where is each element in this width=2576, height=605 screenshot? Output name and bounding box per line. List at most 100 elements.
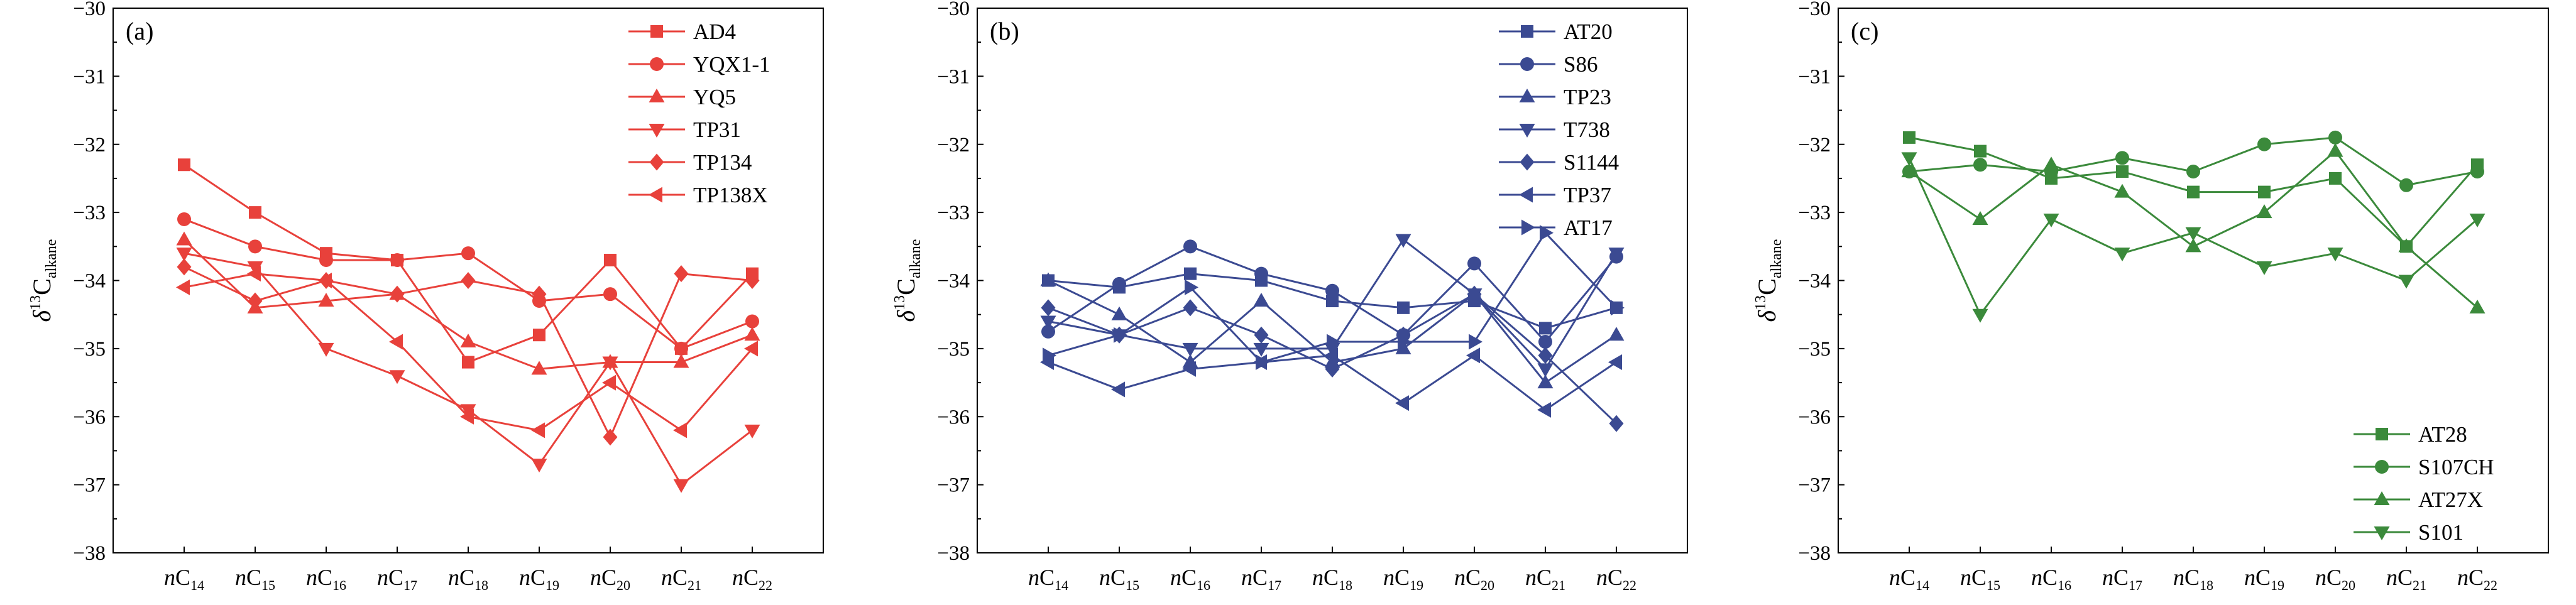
data-point bbox=[1254, 326, 1269, 344]
y-tick-label: −38 bbox=[1798, 542, 1831, 565]
y-tick-label: −34 bbox=[937, 270, 970, 293]
x-tick-label: nC21 bbox=[2386, 565, 2426, 593]
data-point bbox=[1972, 308, 1988, 323]
legend-marker bbox=[2376, 428, 2388, 440]
legend-marker bbox=[1519, 124, 1535, 138]
data-point bbox=[2470, 165, 2484, 179]
y-tick-label: −30 bbox=[73, 0, 106, 20]
x-tick-label: nC17 bbox=[2102, 565, 2142, 593]
y-tick-label: −30 bbox=[937, 0, 970, 20]
legend-marker bbox=[1520, 57, 1534, 71]
data-point bbox=[745, 272, 760, 289]
data-point bbox=[2257, 137, 2271, 151]
data-point bbox=[602, 374, 616, 391]
legend-label: S101 bbox=[2418, 520, 2464, 545]
data-point bbox=[176, 231, 192, 246]
data-point bbox=[744, 327, 760, 341]
y-tick-label: −38 bbox=[73, 542, 106, 565]
data-point bbox=[1183, 239, 1197, 254]
legend-marker bbox=[1521, 25, 1533, 38]
data-point bbox=[2185, 238, 2201, 253]
data-point bbox=[318, 342, 334, 357]
data-point bbox=[176, 248, 192, 262]
data-point bbox=[1185, 279, 1198, 295]
legend-label: S107CH bbox=[2418, 455, 2494, 479]
data-point bbox=[1182, 361, 1196, 377]
data-point bbox=[1111, 381, 1125, 398]
legend-label: YQ5 bbox=[693, 85, 736, 109]
data-point bbox=[1040, 272, 1056, 286]
x-tick-label: nC15 bbox=[1099, 565, 1139, 593]
legend-label: AT17 bbox=[1564, 215, 1613, 240]
data-point bbox=[247, 266, 261, 282]
data-point bbox=[1539, 322, 1552, 335]
y-tick-label: −35 bbox=[73, 338, 106, 361]
y-tick-label: −37 bbox=[73, 474, 106, 497]
data-point bbox=[247, 261, 263, 275]
data-point bbox=[461, 246, 475, 261]
data-point bbox=[1112, 276, 1126, 291]
data-point bbox=[1611, 300, 1625, 316]
y-tick-label: −31 bbox=[73, 65, 106, 88]
data-point bbox=[318, 273, 332, 288]
panel-label: (b) bbox=[990, 17, 1019, 45]
data-point bbox=[1256, 354, 1269, 371]
data-point bbox=[460, 334, 476, 348]
data-point bbox=[1041, 299, 1056, 317]
y-tick-label: −36 bbox=[937, 406, 970, 428]
legend-label: S86 bbox=[1564, 52, 1598, 77]
data-point bbox=[460, 404, 476, 418]
data-point bbox=[1324, 347, 1338, 364]
data-point bbox=[1182, 342, 1198, 357]
y-tick-label: −31 bbox=[1798, 65, 1831, 88]
panel-label: (a) bbox=[126, 17, 153, 45]
data-point bbox=[673, 479, 689, 493]
y-tick-label: −32 bbox=[937, 134, 970, 156]
x-tick-label: nC15 bbox=[235, 565, 275, 593]
data-point bbox=[673, 354, 689, 368]
y-tick-label: −30 bbox=[1798, 0, 1831, 20]
data-point bbox=[2115, 151, 2129, 165]
data-point bbox=[1901, 163, 1917, 178]
y-tick-label: −33 bbox=[1798, 202, 1831, 224]
data-point bbox=[1540, 225, 1554, 241]
y-tick-label: −37 bbox=[1798, 474, 1831, 497]
data-point bbox=[1040, 315, 1056, 330]
data-point bbox=[1973, 158, 1987, 172]
data-point bbox=[177, 258, 192, 276]
data-point bbox=[2398, 238, 2414, 253]
data-point bbox=[1469, 334, 1483, 350]
data-point bbox=[1395, 234, 1411, 248]
data-point bbox=[531, 422, 545, 439]
x-tick-label: nC15 bbox=[1960, 565, 2000, 593]
data-point bbox=[531, 459, 547, 473]
legend-marker bbox=[649, 124, 665, 138]
data-point bbox=[1466, 347, 1480, 364]
legend-label: TP134 bbox=[693, 150, 752, 175]
legend-marker bbox=[649, 153, 664, 171]
data-point bbox=[2187, 185, 2200, 199]
x-tick-label: nC21 bbox=[1525, 565, 1565, 593]
data-point bbox=[1467, 285, 1482, 303]
x-tick-label: nC18 bbox=[2173, 565, 2213, 593]
x-tick-label: nC19 bbox=[1383, 565, 1423, 593]
legend-label: S1144 bbox=[1564, 150, 1619, 175]
data-point bbox=[2327, 143, 2343, 157]
y-tick-label: −35 bbox=[937, 338, 970, 361]
data-point bbox=[1325, 283, 1339, 298]
data-point bbox=[177, 212, 191, 226]
legend-label: T738 bbox=[1564, 117, 1610, 142]
x-tick-label: nC19 bbox=[519, 565, 559, 593]
data-point bbox=[390, 285, 405, 303]
x-tick-label: nC21 bbox=[661, 565, 701, 593]
data-point bbox=[533, 329, 545, 342]
legend-label: TP37 bbox=[1564, 183, 1611, 207]
data-point bbox=[673, 422, 687, 439]
data-point bbox=[603, 428, 618, 446]
data-point bbox=[744, 424, 760, 439]
data-point bbox=[2399, 178, 2413, 192]
legend-marker bbox=[649, 187, 662, 203]
chart-panel-2: −38 −37 −36 −35 −34 −33 −32 −31 −30 nC14 nC15 nC16 n… bbox=[892, 0, 1688, 593]
data-point bbox=[2256, 204, 2272, 219]
